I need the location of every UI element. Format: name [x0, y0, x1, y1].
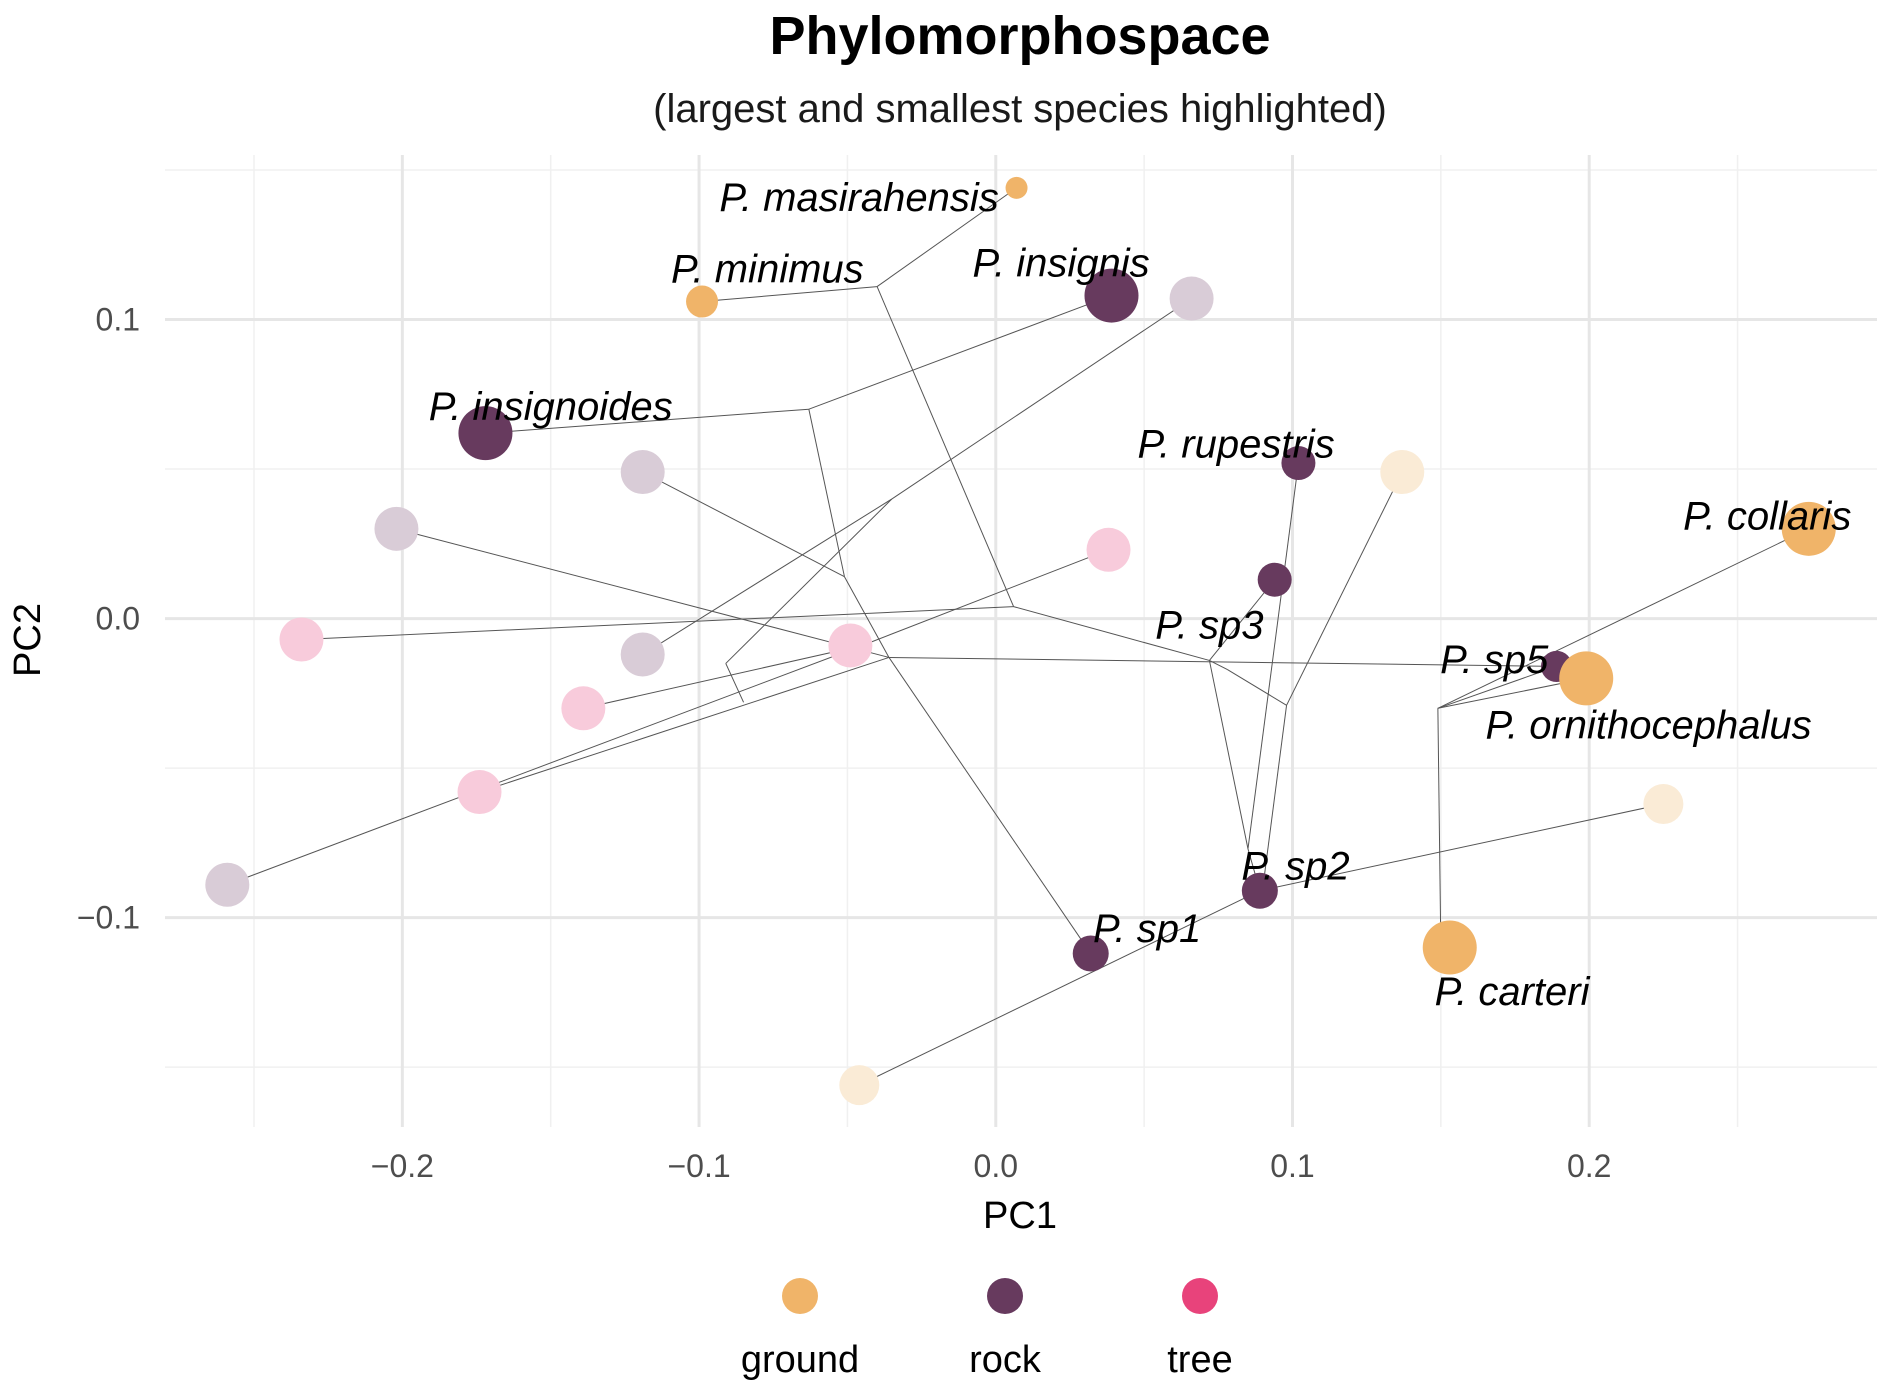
species-label-ornithocephalus: P. ornithocephalus: [1485, 704, 1811, 748]
tree-branch: [1247, 462, 1299, 849]
species-point-f6: [1380, 450, 1425, 495]
species-point-minimus: [686, 285, 719, 318]
x-axis-title: PC1: [983, 1195, 1057, 1237]
species-point-masirahensis: [1005, 176, 1028, 199]
species-point-insignis: [1084, 268, 1139, 323]
legend-key-tree: [1182, 1278, 1218, 1314]
legend-label-ground: ground: [741, 1339, 859, 1381]
tree-branch: [396, 528, 890, 658]
tree-branch: [725, 663, 745, 703]
species-label-minimus: P. minimus: [671, 248, 864, 292]
x-axis-ticks: −0.2 −0.1 0.0 0.1 0.2: [371, 1148, 1612, 1184]
chart-title: Phylomorphospace: [769, 6, 1270, 66]
tree-branch: [642, 498, 893, 655]
tree-branch: [301, 606, 1014, 641]
y-tick-label: −0.1: [77, 900, 140, 936]
species-point-f7: [1643, 783, 1684, 824]
species-point-f3: [374, 506, 419, 551]
tree-branch: [1226, 668, 1287, 706]
species-point-sp2: [1241, 872, 1278, 909]
tree-branch: [1209, 579, 1276, 661]
tree-branch: [642, 471, 845, 578]
species-label-sp5: P. sp5: [1440, 638, 1549, 682]
tree-branch: [876, 187, 1017, 288]
y-tick-label: 0.1: [96, 301, 140, 337]
tree-branch: [1013, 606, 1210, 661]
y-tick-label: 0.0: [96, 601, 140, 637]
phylogeny-branches: [227, 187, 1809, 1086]
tree-branch: [808, 295, 1112, 410]
species-label-sp1: P. sp1: [1093, 907, 1201, 951]
x-tick-label: 0.0: [974, 1148, 1018, 1184]
legend-label-tree: tree: [1167, 1339, 1232, 1381]
species-point-sp1: [1072, 935, 1109, 972]
tree-branch: [891, 298, 1192, 500]
tree-branch: [844, 576, 890, 658]
species-point-collaris: [1781, 501, 1836, 556]
x-tick-label: 0.1: [1270, 1148, 1314, 1184]
species-point-f2: [620, 450, 665, 495]
tree-branch: [701, 286, 878, 303]
tree-branch: [862, 549, 1109, 646]
tree-branch: [888, 657, 1092, 954]
species-point-f12: [561, 686, 606, 731]
x-tick-label: −0.2: [371, 1148, 434, 1184]
species-point-sp3: [1257, 562, 1292, 597]
species-point-carteri: [1422, 920, 1477, 975]
species-points: [205, 176, 1836, 1106]
tree-branch: [1286, 471, 1403, 706]
species-point-f13: [457, 770, 502, 815]
grid: [165, 155, 1877, 1127]
species-point-f10: [279, 617, 324, 662]
tree-branch: [485, 408, 809, 434]
legend-key-ground: [782, 1278, 818, 1314]
tree-branch: [1259, 803, 1664, 892]
species-point-f9: [1086, 527, 1131, 572]
species-label-collaris: P. collaris: [1683, 494, 1851, 538]
tree-branch: [479, 656, 890, 793]
chart-subtitle: (largest and smallest species highlighte…: [653, 87, 1387, 131]
species-label-sp3: P. sp3: [1155, 604, 1263, 648]
tree-branch: [1208, 660, 1249, 849]
species-label-carteri: P. carteri: [1435, 970, 1591, 1014]
species-point-f11: [828, 623, 873, 668]
tree-branch: [808, 409, 845, 577]
species-point-rupestris: [1281, 446, 1316, 481]
species-point-f4: [620, 632, 665, 677]
y-axis-ticks: −0.1 0.0 0.1: [77, 301, 140, 935]
species-point-insignoides: [458, 406, 513, 461]
tree-branch: [1437, 708, 1442, 948]
species-label-rupestris: P. rupestris: [1138, 423, 1335, 467]
species-label-sp2: P. sp2: [1241, 844, 1349, 888]
tree-branch: [1262, 705, 1288, 888]
tree-branch: [876, 286, 1015, 607]
tree-branch: [859, 890, 1261, 1086]
tree-branch: [1437, 665, 1557, 709]
x-tick-label: −0.1: [667, 1148, 730, 1184]
y-axis-title: PC2: [7, 603, 49, 677]
tree-branch: [725, 498, 893, 664]
species-point-f5: [205, 862, 250, 907]
tree-branch: [1437, 528, 1809, 709]
tree-branch: [1209, 659, 1228, 670]
species-point-f8: [839, 1065, 880, 1106]
tree-branch: [888, 656, 1557, 667]
species-label-insignis: P. insignis: [972, 242, 1149, 286]
legend-key-rock: [987, 1278, 1023, 1314]
x-tick-label: 0.2: [1567, 1148, 1611, 1184]
tree-branch: [227, 645, 863, 886]
tree-branch: [583, 644, 863, 709]
species-labels: P. masirahensis P. minimus P. insignis P. i…: [429, 176, 1852, 1014]
species-label-masirahensis: P. masirahensis: [719, 176, 998, 220]
legend: ground rock tree: [741, 1278, 1233, 1381]
species-label-insignoides: P. insignoides: [429, 385, 673, 429]
species-point-ornithocephalus: [1559, 651, 1614, 706]
species-point-f1: [1169, 276, 1214, 321]
legend-label-rock: rock: [969, 1339, 1042, 1381]
